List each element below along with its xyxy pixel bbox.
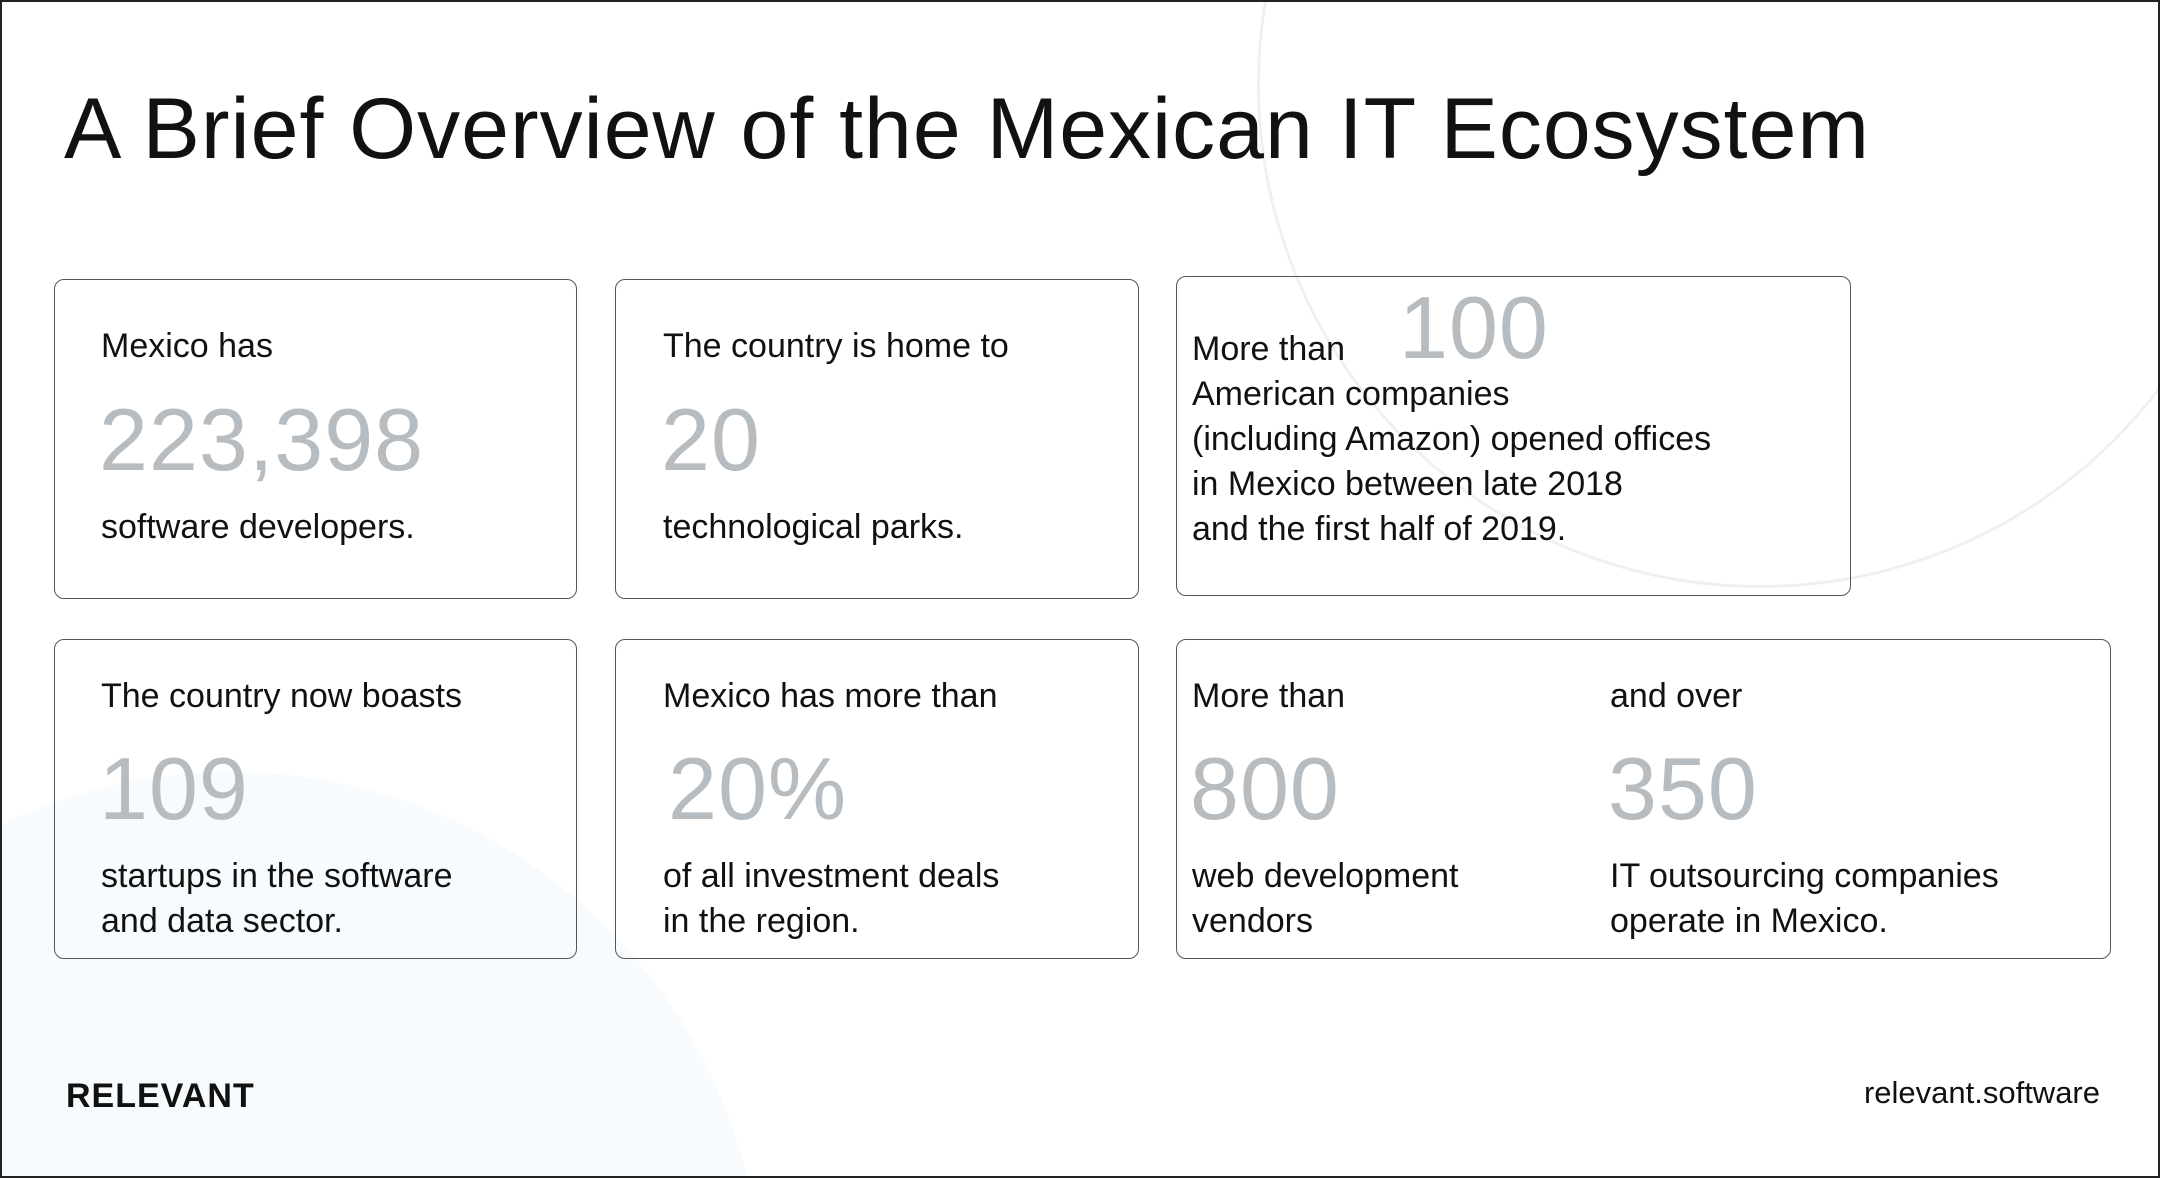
card-tail-line: web development [1192, 857, 1459, 895]
card-lead: More than [1192, 330, 1346, 368]
stat-card-american-companies: More than 100 American companies (includ… [1176, 276, 1851, 596]
stat-card-startups: The country now boasts 109 startups in t… [54, 639, 577, 959]
card-tail-line: of all investment deals [663, 857, 1000, 895]
card-tail-line: in Mexico between late 2018 [1192, 465, 1623, 503]
card-lead: The country now boasts [101, 677, 462, 715]
card-tail-line: and the first half of 2019. [1192, 510, 1567, 548]
card-lead-secondary: and over [1610, 677, 1743, 715]
stat-card-tech-parks: The country is home to 20 technological … [615, 279, 1139, 599]
card-tail-line: vendors [1192, 902, 1313, 940]
card-number: 109 [99, 739, 249, 838]
card-tail: software developers. [101, 508, 415, 546]
website-link[interactable]: relevant.software [1863, 1075, 2100, 1110]
brand-logo: RELEVANT [66, 1077, 255, 1115]
card-tail-line: (including Amazon) opened offices [1192, 420, 1712, 458]
card-number: 800 [1190, 739, 1340, 838]
card-tail-line: startups in the software [101, 857, 453, 895]
card-lead: More than [1192, 677, 1346, 715]
card-tail-line-secondary: operate in Mexico. [1610, 902, 1888, 940]
card-lead: The country is home to [663, 327, 1009, 365]
stat-card-vendors: More than 800 web development vendors an… [1176, 639, 2111, 959]
card-number: 20% [668, 739, 848, 838]
card-number-secondary: 350 [1608, 739, 1758, 838]
card-number: 20 [661, 390, 761, 489]
stat-card-investment-deals: Mexico has more than 20% of all investme… [615, 639, 1139, 959]
card-number: 223,398 [99, 390, 425, 489]
card-tail-line: and data sector. [101, 902, 343, 940]
page-title: A Brief Overview of the Mexican IT Ecosy… [64, 81, 1871, 177]
card-tail-line: American companies [1192, 375, 1510, 413]
card-tail-line: in the region. [663, 902, 860, 940]
stat-card-developers: Mexico has 223,398 software developers. [54, 279, 577, 599]
card-tail: technological parks. [663, 508, 964, 546]
card-tail-line-secondary: IT outsourcing companies [1610, 857, 1999, 895]
card-lead: Mexico has [101, 327, 273, 365]
card-lead: Mexico has more than [663, 677, 998, 715]
card-number: 100 [1399, 278, 1549, 377]
